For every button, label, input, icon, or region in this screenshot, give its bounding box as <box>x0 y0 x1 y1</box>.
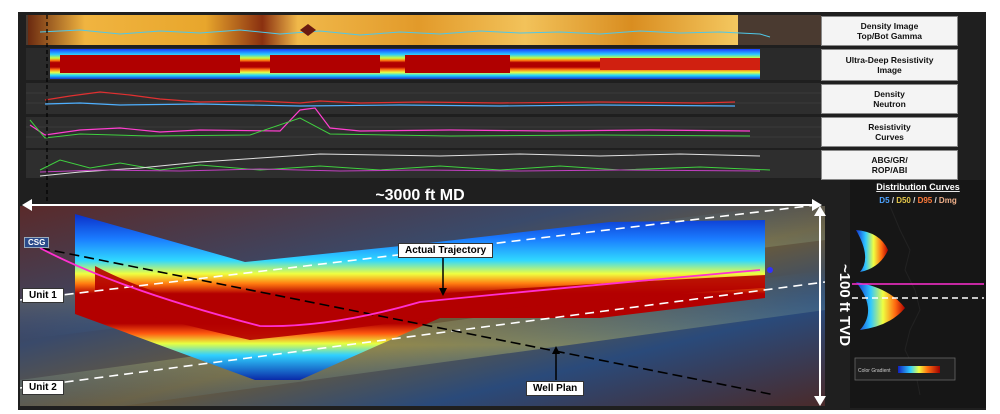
actual-trajectory-line <box>39 247 761 328</box>
resistivity-band <box>600 58 760 70</box>
resistivity-band <box>60 55 240 73</box>
density-curve <box>44 91 736 104</box>
color-gradient-bar <box>898 366 940 373</box>
unit1-label: Unit 1 <box>22 288 64 303</box>
resistivity-curve-green <box>29 117 751 139</box>
bit-position-marker <box>767 267 773 273</box>
tvd-span-label: ~100 ft TVD <box>836 264 853 346</box>
distribution-legend: D5 / D50 / D95 / Dmg <box>879 196 957 205</box>
resistivity-band <box>270 55 380 73</box>
gr-curve <box>39 159 771 171</box>
resistivity-curves-grid <box>26 126 821 138</box>
tvd-arrowhead-bottom <box>814 396 826 406</box>
density-image-fill <box>28 15 738 45</box>
actual-trajectory-label: Actual Trajectory <box>398 243 494 258</box>
md-span-label: ~3000 ft MD <box>375 187 464 204</box>
unit2-boundary <box>20 281 825 389</box>
density-neutron-track <box>26 83 821 114</box>
resistivity-curve-magenta <box>29 107 751 136</box>
resistivity-band <box>405 55 510 73</box>
track-label-density-neutron: Density Neutron <box>821 84 958 114</box>
unit2-label: Unit 2 <box>22 380 64 395</box>
rop-curve <box>39 153 761 177</box>
track-label-abg-gr-rop-abi: ABG/GR/ROP/ABI <box>821 150 958 180</box>
cross-section-panel <box>20 206 825 406</box>
resistivity-curves-track <box>26 117 821 148</box>
md-arrowhead-left <box>22 199 32 211</box>
md-arrowhead-right <box>812 199 822 211</box>
casing-tag: CSG <box>24 237 50 248</box>
abi-curve <box>39 168 761 173</box>
distribution-curve-upper <box>856 230 888 272</box>
gamma-curve <box>39 29 771 38</box>
well-plan-label: Well Plan <box>526 381 585 396</box>
distribution-curve-lower <box>856 282 905 330</box>
track-label-ultra-deep-resistivity: Ultra-Deep Resistivity Image <box>821 49 958 81</box>
color-gradient-label: Color Gradient <box>858 368 891 374</box>
density-anomaly <box>300 24 316 36</box>
distribution-title: Distribution Curves <box>876 182 960 192</box>
track-label-density-image: Density Image Top/Bot Gamma <box>821 16 958 46</box>
neutron-curve <box>44 102 736 107</box>
track-label-resistivity-curves: Resistivity Curves <box>821 117 958 147</box>
well-plan-line <box>39 247 776 396</box>
actual-trajectory-arrowhead <box>439 288 447 296</box>
tvd-arrowhead-top <box>814 206 826 216</box>
well-plan-arrowhead <box>552 346 560 354</box>
